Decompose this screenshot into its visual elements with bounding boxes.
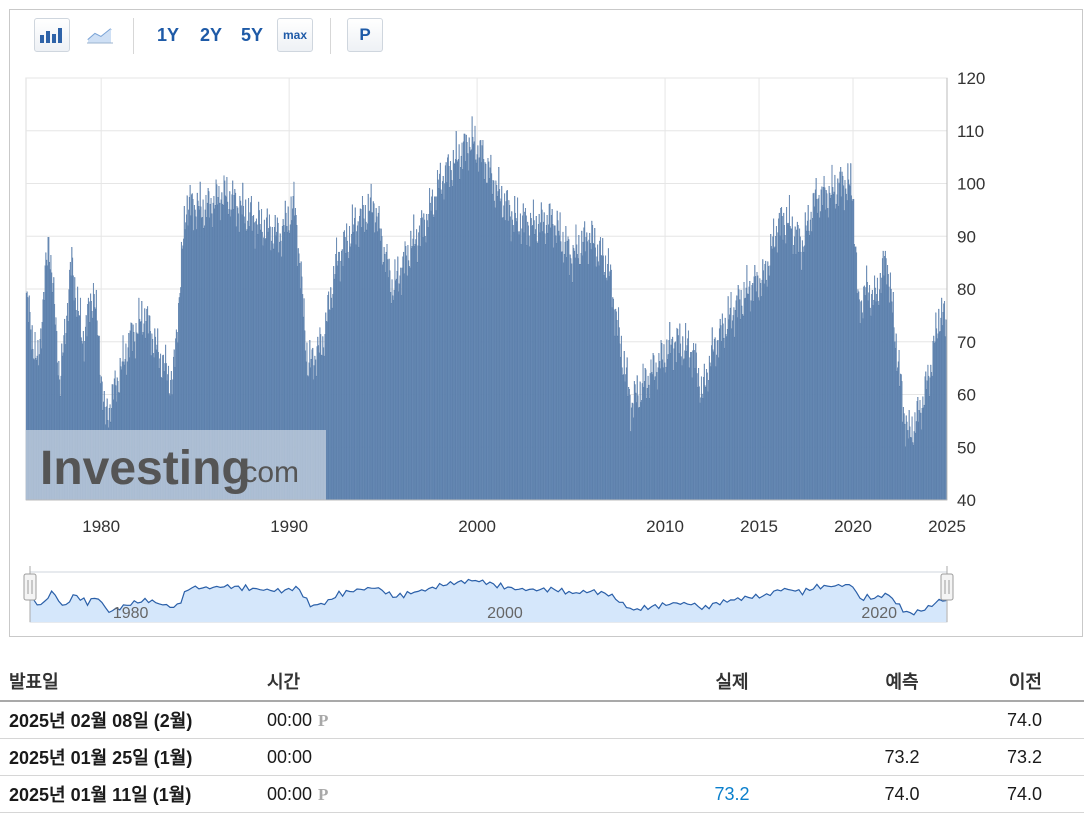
release-date: 2025년 02월 08일 (2월)	[0, 701, 267, 739]
x-tick-label: 2015	[740, 517, 778, 536]
y-tick-label: 80	[957, 280, 976, 299]
chart-area: Investing .com 120 110 100 90 80 70 60 50 40 198…	[23, 69, 985, 623]
navigator-tick-label: 2020	[861, 605, 897, 622]
investing-watermark: Investing .com	[26, 430, 326, 500]
forecast-value: 74.0	[837, 775, 967, 813]
x-tick-label: 2000	[458, 517, 496, 536]
watermark-brand: Investing	[40, 442, 251, 495]
navigator-area	[30, 579, 947, 622]
header-actual: 실제	[627, 662, 837, 702]
toolbar-divider	[133, 18, 134, 54]
table-row: 2025년 01월 11일 (1월) 00:00 P 73.2 74.0 74.0	[0, 775, 1084, 813]
previous-value: 73.2	[967, 738, 1084, 776]
navigator-right-handle[interactable]	[940, 573, 954, 601]
x-tick-label: 1980	[82, 517, 120, 536]
x-tick-label: 2010	[646, 517, 684, 536]
y-axis: 120 110 100 90 80 70 60 50 40	[946, 69, 985, 510]
release-time-cell: 00:00	[267, 738, 627, 776]
navigator-left-handle[interactable]	[23, 573, 37, 601]
y-tick-label: 120	[957, 69, 985, 88]
navigator-tick-label: 1980	[113, 605, 149, 622]
release-table: 발표일 시간 실제 예측 이전 2025년 02월 08일 (2월) 00:00…	[0, 662, 1084, 813]
header-date: 발표일	[0, 662, 267, 702]
x-tick-label: 1990	[270, 517, 308, 536]
line-chart-icon[interactable]	[80, 18, 120, 52]
y-tick-label: 90	[957, 227, 976, 246]
line-chart-glyph	[87, 28, 113, 44]
preliminary-icon: P	[318, 710, 329, 730]
x-tick-label: 2020	[834, 517, 872, 536]
x-tick-label: 2025	[928, 517, 966, 536]
y-tick-label: 110	[957, 122, 984, 141]
range-max-button[interactable]: max	[277, 18, 313, 52]
y-tick-label: 70	[957, 333, 976, 352]
range-5y-button[interactable]: 5Y	[240, 24, 264, 45]
y-tick-label: 60	[957, 386, 976, 405]
preliminary-toggle-button[interactable]: P	[347, 18, 383, 52]
release-time: 00:00	[267, 783, 313, 804]
bar-chart-icon[interactable]	[34, 18, 70, 52]
bar-chart-glyph	[40, 28, 62, 43]
table-row: 2025년 02월 08일 (2월) 00:00 P 74.0	[0, 701, 1084, 739]
chart-panel: 1Y 2Y 5Y max P Investing .com 120 110 100 9…	[9, 9, 1083, 637]
header-time: 시간	[267, 662, 627, 702]
toolbar-divider	[330, 18, 331, 54]
header-previous: 이전	[967, 662, 1084, 702]
table-header-row: 발표일 시간 실제 예측 이전	[0, 662, 1084, 702]
x-axis: 1980 1990 2000 2010 2015 2020 2025	[26, 499, 966, 536]
y-tick-label: 50	[957, 438, 976, 457]
watermark-background	[26, 430, 326, 500]
forecast-value	[837, 701, 967, 739]
actual-value[interactable]: 73.2	[627, 775, 837, 813]
release-date: 2025년 01월 25일 (1월)	[0, 738, 267, 776]
actual-value	[627, 701, 837, 739]
chart-toolbar: 1Y 2Y 5Y max P	[10, 10, 1082, 62]
actual-value	[627, 738, 837, 776]
header-forecast: 예측	[837, 662, 967, 702]
forecast-value: 73.2	[837, 738, 967, 776]
release-time: 00:00	[267, 746, 313, 767]
table-row: 2025년 01월 25일 (1월) 00:00 73.2 73.2	[0, 738, 1084, 776]
previous-value: 74.0	[967, 775, 1084, 813]
navigator-tick-label: 2000	[487, 605, 523, 622]
release-time: 00:00	[267, 709, 313, 730]
range-1y-button[interactable]: 1Y	[156, 24, 180, 45]
navigator-line	[29, 578, 947, 616]
range-2y-button[interactable]: 2Y	[199, 24, 223, 45]
preliminary-icon: P	[318, 784, 329, 804]
previous-value: 74.0	[967, 701, 1084, 739]
y-tick-label: 40	[957, 491, 976, 510]
release-date: 2025년 01월 11일 (1월)	[0, 775, 267, 813]
y-tick-label: 100	[957, 175, 985, 194]
release-time-cell: 00:00 P	[267, 775, 627, 813]
watermark-suffix: .com	[234, 456, 299, 489]
release-time-cell: 00:00 P	[267, 701, 627, 739]
range-navigator[interactable]: 1980 2000 2020	[23, 566, 954, 623]
